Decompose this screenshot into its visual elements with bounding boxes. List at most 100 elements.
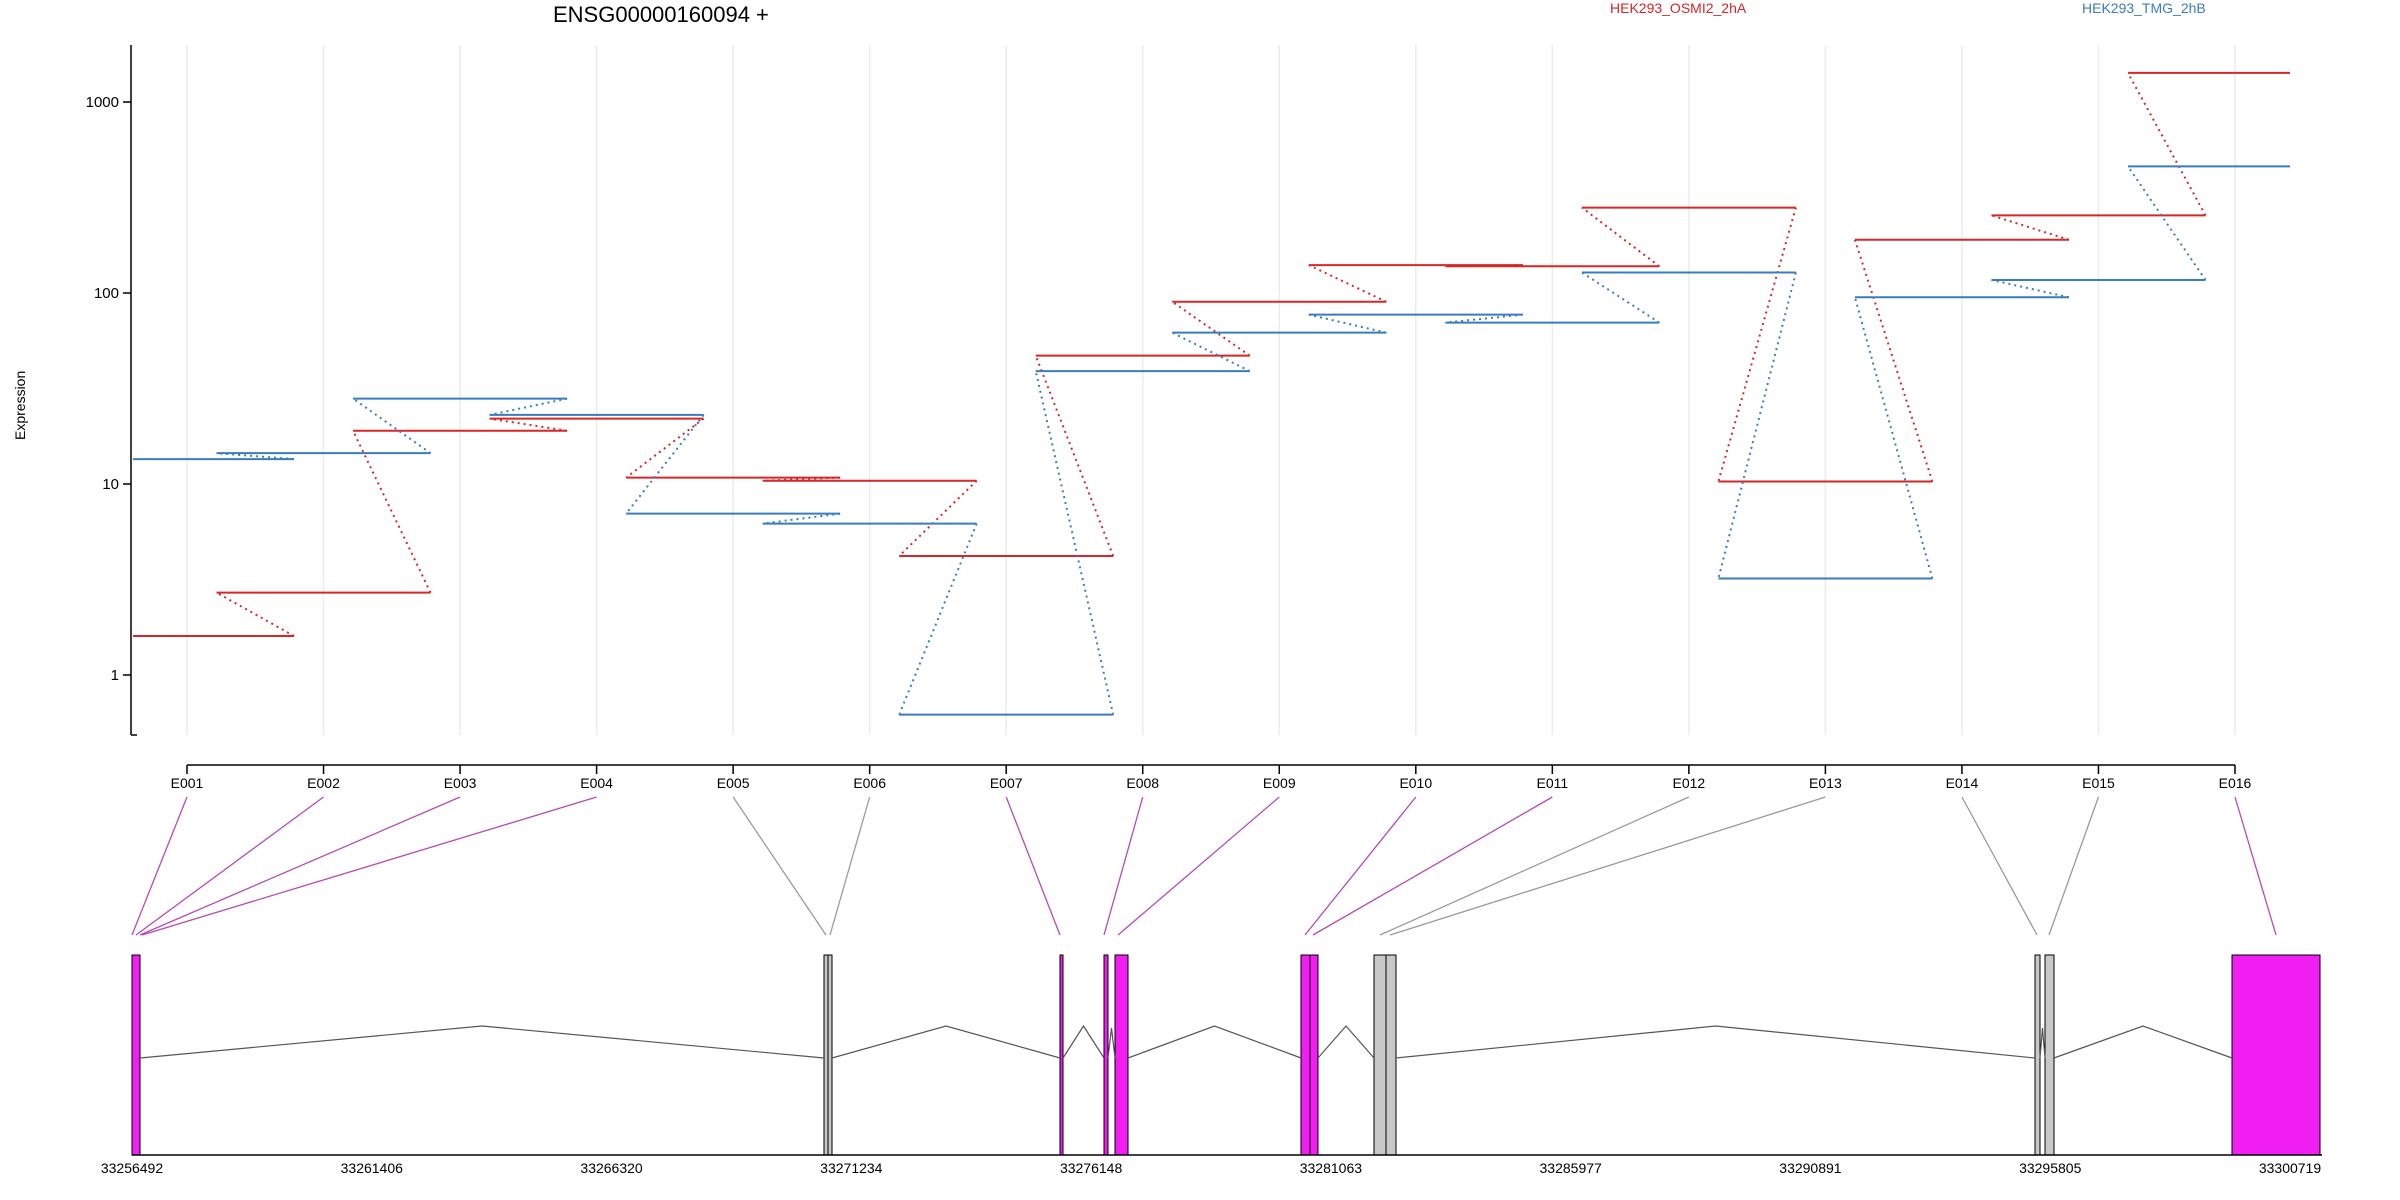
series-connector [762, 512, 841, 525]
coordinate-label: 33281063 [1300, 1160, 1363, 1176]
series-connector [898, 523, 978, 716]
series-connector [1581, 206, 1660, 268]
exon-box [1300, 954, 1311, 1156]
series-connector [1308, 264, 1387, 303]
exon-connector-line [1103, 796, 1144, 936]
exon-box [823, 954, 829, 1156]
exon-box [2231, 954, 2321, 1156]
legend-series-1: HEK293_OSMI2_2hA [1610, 0, 1747, 16]
exon-connector-line [1304, 796, 1417, 936]
series-connector [1034, 355, 1115, 557]
y-tick-label: 10 [102, 476, 119, 493]
exon-connector-line [131, 796, 188, 936]
intron-line [1107, 1027, 1116, 1059]
intron-line [831, 1025, 1061, 1059]
series-connector [1991, 279, 2070, 299]
exon-box [2044, 954, 2055, 1156]
exon-connector-line [1005, 796, 1061, 936]
x-tick-label: E013 [1809, 775, 1842, 791]
x-tick-label: E012 [1673, 775, 1706, 791]
series-connector [1171, 331, 1251, 373]
x-tick-label: E011 [1536, 775, 1568, 791]
coordinate-label: 33290891 [1779, 1160, 1842, 1176]
x-tick-label: E003 [444, 775, 477, 791]
x-tick-label: E016 [2219, 775, 2252, 791]
x-tick-label: E006 [853, 775, 886, 791]
exon-box [1309, 954, 1319, 1156]
coordinate-label: 33261406 [341, 1160, 404, 1176]
exon-box [1103, 954, 1109, 1156]
x-tick-label: E010 [1399, 775, 1432, 791]
x-tick-label: E007 [990, 775, 1023, 791]
series-connector [625, 417, 705, 479]
exon-connector-line [732, 796, 827, 936]
series-connector [1171, 300, 1251, 357]
series-connector [216, 452, 295, 461]
x-tick-label: E009 [1263, 775, 1296, 791]
exon-box [1114, 954, 1129, 1156]
exon-connector-line [1312, 796, 1553, 936]
series-connector [1717, 207, 1797, 482]
intron-line [1127, 1025, 1302, 1059]
series-connector [2127, 165, 2207, 281]
exon-box [1059, 954, 1064, 1156]
x-tick-label: E004 [580, 775, 613, 791]
coordinate-label: 33256492 [101, 1160, 164, 1176]
series-connector [898, 480, 978, 557]
series-connector [216, 591, 295, 637]
x-tick-label: E005 [717, 775, 750, 791]
exon-connector-line [1389, 796, 1826, 936]
exon-box [1385, 954, 1397, 1156]
series-connector [352, 397, 432, 454]
x-tick-label: E008 [1126, 775, 1159, 791]
series-connector [489, 417, 568, 432]
intron-line [1317, 1025, 1375, 1059]
intron-line [139, 1025, 825, 1059]
exon-connector-line [1117, 796, 1280, 936]
exon-connector-line [135, 796, 324, 936]
exon-connector-line [1961, 796, 2038, 936]
exon-box [2034, 954, 2041, 1156]
exon-box [827, 954, 833, 1156]
series-connector [1445, 313, 1523, 324]
series-connector [1308, 313, 1387, 334]
coordinate-label: 33276148 [1060, 1160, 1123, 1176]
y-tick-label: 1 [111, 667, 119, 684]
exon-connector-line [2048, 796, 2100, 936]
exon-box [131, 954, 141, 1156]
x-tick-label: E002 [307, 775, 340, 791]
y-tick-label: 100 [94, 285, 119, 302]
series-connector [1581, 271, 1660, 324]
coordinate-label: 33271234 [820, 1160, 883, 1176]
x-tick-label: E014 [1946, 775, 1979, 791]
series-connector [352, 430, 432, 594]
series-connector [762, 476, 841, 482]
coordinate-label: 33285977 [1540, 1160, 1603, 1176]
legend-series-2: HEK293_TMG_2hB [2082, 0, 2206, 16]
series-connector [1853, 296, 1934, 579]
exon-connector-line [139, 796, 461, 936]
exon-box [1373, 954, 1387, 1156]
coordinate-label: 33300719 [2259, 1160, 2322, 1176]
exon-connector-line [1379, 796, 1690, 936]
intron-line [2039, 1027, 2046, 1059]
exon-connector-line [829, 796, 871, 936]
coordinate-label: 33266320 [580, 1160, 643, 1176]
series-connector [2127, 72, 2207, 216]
intron-line [1395, 1025, 2036, 1059]
x-tick-label: E015 [2082, 775, 2115, 791]
intron-line [1062, 1024, 1105, 1059]
series-connector [625, 414, 705, 515]
exon-connector-line [141, 796, 597, 936]
y-tick-label: 1000 [86, 94, 119, 111]
series-connector [1853, 239, 1934, 482]
series-connector [1717, 272, 1797, 579]
coordinate-label: 33295805 [2019, 1160, 2082, 1176]
series-connector [1991, 214, 2070, 241]
chart-title: ENSG00000160094 + [553, 2, 769, 27]
intron-line [2053, 1025, 2233, 1059]
exon-connector-line [2234, 796, 2277, 936]
series-connector [1034, 370, 1115, 715]
